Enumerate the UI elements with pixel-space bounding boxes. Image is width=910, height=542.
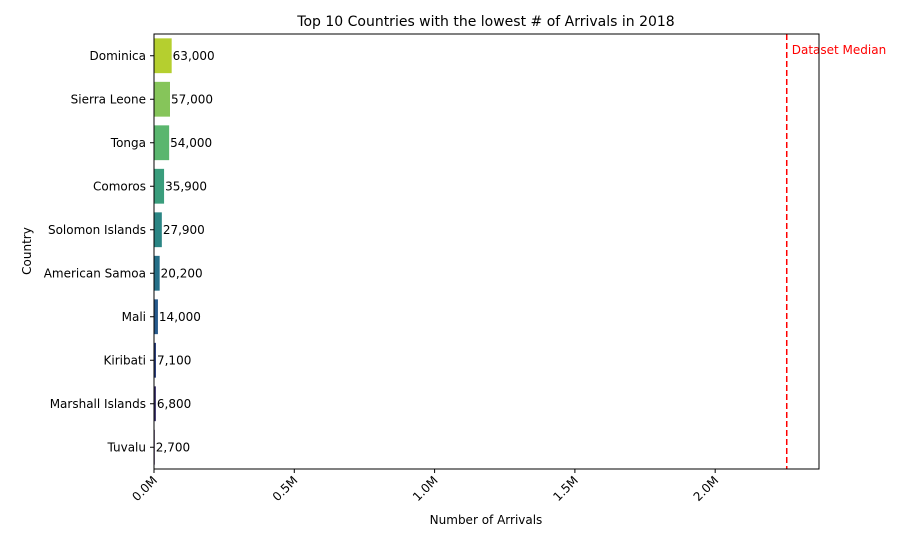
plot-frame xyxy=(153,33,820,470)
data-label: 27,900 xyxy=(163,223,205,237)
bar-solomon-islands xyxy=(154,212,162,248)
data-label: 57,000 xyxy=(171,92,213,106)
y-tick-label: Dominica xyxy=(90,49,147,63)
data-label: 6,800 xyxy=(157,397,191,411)
plot-area: Dominica 63,000 Sierra Leone 57,000 Tonga 54,… xyxy=(44,33,886,504)
x-tick-label: 0.0M xyxy=(129,473,160,504)
y-tick-label: American Samoa xyxy=(44,266,146,280)
data-label: 2,700 xyxy=(156,440,190,454)
y-tick-label: Comoros xyxy=(93,179,146,193)
median-label: Dataset Median xyxy=(792,43,886,57)
data-label: 14,000 xyxy=(159,310,201,324)
bar-dominica xyxy=(154,38,172,74)
y-tick-label: Sierra Leone xyxy=(71,92,146,106)
chart-title: Top 10 Countries with the lowest # of Ar… xyxy=(296,14,674,30)
y-tick-label: Solomon Islands xyxy=(48,223,146,237)
y-tick-label: Tonga xyxy=(110,136,146,150)
data-label: 35,900 xyxy=(165,179,207,193)
bar-kiribati xyxy=(154,342,156,378)
x-tick-label: 1.0M xyxy=(410,473,441,504)
bar-comoros xyxy=(154,168,165,204)
y-tick-label: Tuvalu xyxy=(106,440,146,454)
data-label: 54,000 xyxy=(170,136,212,150)
x-tick-label: 0.5M xyxy=(270,473,301,504)
x-tick-label: 1.5M xyxy=(550,473,581,504)
bar-american-samoa xyxy=(154,255,160,291)
y-tick-label: Mali xyxy=(122,310,146,324)
y-tick-label: Kiribati xyxy=(104,353,146,367)
x-axis-title: Number of Arrivals xyxy=(430,513,543,527)
data-label: 7,100 xyxy=(157,353,191,367)
y-axis-title: Country xyxy=(20,227,34,275)
data-label: 20,200 xyxy=(161,266,203,280)
data-label: 63,000 xyxy=(173,49,215,63)
y-tick-label: Marshall Islands xyxy=(50,397,146,411)
bar-marshall-islands xyxy=(154,386,156,422)
bar-sierra-leone xyxy=(154,81,170,117)
bar-tonga xyxy=(154,125,170,161)
x-tick-label: 2.0M xyxy=(691,473,722,504)
bar-mali xyxy=(154,299,158,335)
